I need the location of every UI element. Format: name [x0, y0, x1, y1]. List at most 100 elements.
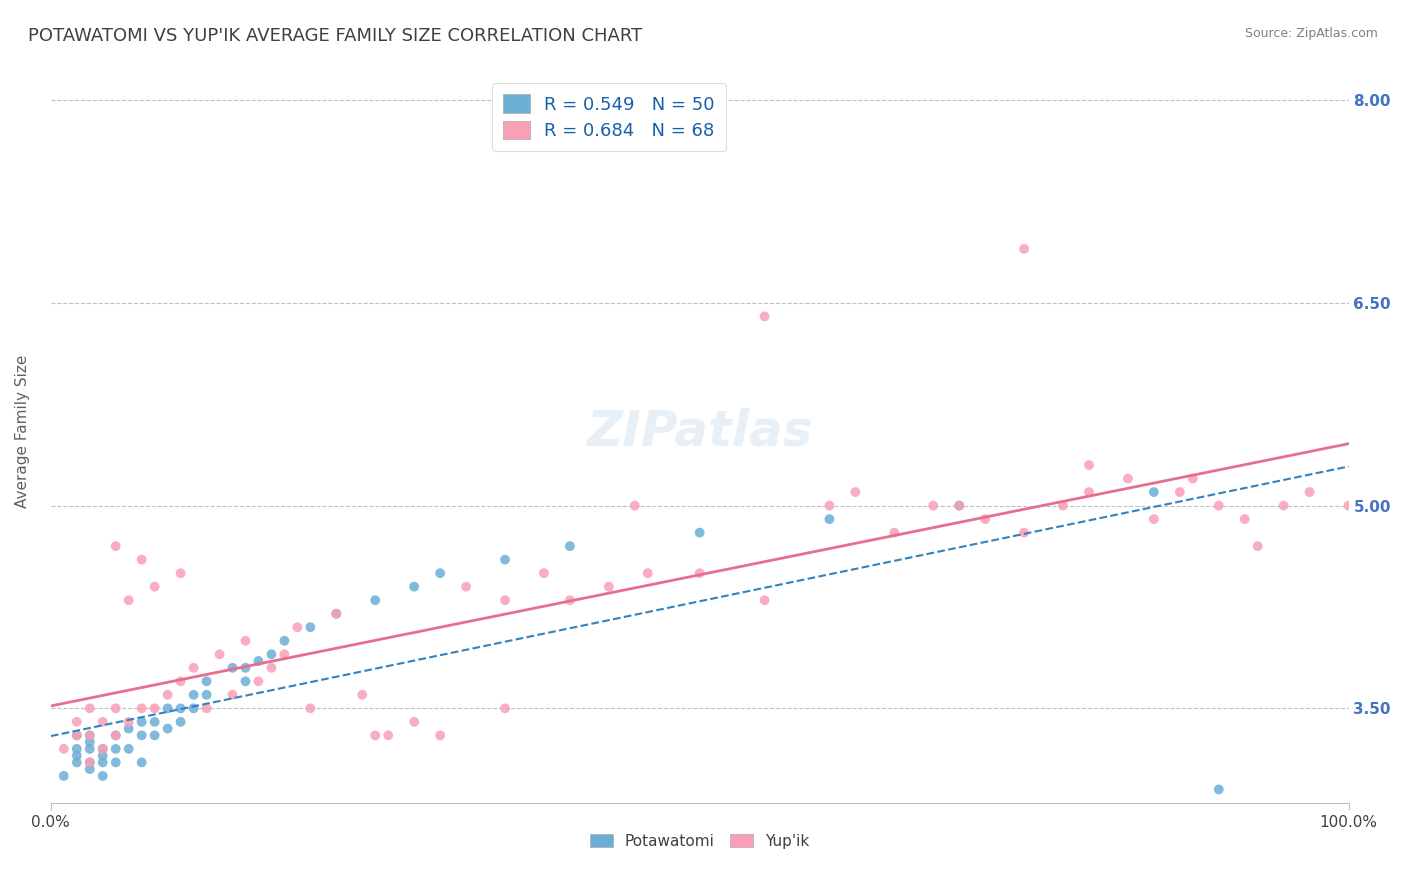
- Point: [195, 674, 218, 689]
- Point: [195, 701, 218, 715]
- Point: [558, 593, 581, 607]
- Point: [169, 566, 191, 581]
- Point: [91, 769, 114, 783]
- Point: [1337, 499, 1360, 513]
- Point: [79, 762, 101, 776]
- Point: [1298, 485, 1320, 500]
- Point: [91, 742, 114, 756]
- Text: Source: ZipAtlas.com: Source: ZipAtlas.com: [1244, 27, 1378, 40]
- Point: [79, 728, 101, 742]
- Point: [1247, 539, 1270, 553]
- Point: [66, 728, 89, 742]
- Point: [118, 722, 141, 736]
- Point: [1052, 499, 1074, 513]
- Point: [183, 688, 205, 702]
- Point: [91, 714, 114, 729]
- Point: [754, 593, 776, 607]
- Point: [325, 607, 347, 621]
- Point: [79, 756, 101, 770]
- Point: [79, 742, 101, 756]
- Point: [922, 499, 945, 513]
- Point: [52, 769, 75, 783]
- Point: [221, 688, 243, 702]
- Point: [689, 525, 711, 540]
- Point: [221, 661, 243, 675]
- Point: [1116, 472, 1139, 486]
- Point: [104, 539, 127, 553]
- Point: [1208, 782, 1230, 797]
- Point: [494, 701, 516, 715]
- Point: [287, 620, 309, 634]
- Point: [844, 485, 866, 500]
- Point: [235, 633, 257, 648]
- Point: [404, 714, 426, 729]
- Point: [143, 714, 166, 729]
- Point: [66, 742, 89, 756]
- Point: [260, 661, 283, 675]
- Point: [104, 756, 127, 770]
- Legend: Potawatomi, Yup'ik: Potawatomi, Yup'ik: [583, 828, 815, 855]
- Point: [143, 580, 166, 594]
- Point: [79, 701, 101, 715]
- Point: [118, 742, 141, 756]
- Point: [637, 566, 659, 581]
- Point: [1181, 472, 1204, 486]
- Text: ZIPatlas: ZIPatlas: [586, 408, 813, 455]
- Point: [66, 714, 89, 729]
- Point: [623, 499, 645, 513]
- Point: [208, 647, 231, 661]
- Point: [118, 593, 141, 607]
- Point: [1012, 525, 1035, 540]
- Point: [79, 728, 101, 742]
- Point: [818, 512, 841, 526]
- Point: [377, 728, 399, 742]
- Point: [1012, 242, 1035, 256]
- Point: [131, 714, 153, 729]
- Point: [247, 674, 270, 689]
- Point: [1143, 485, 1166, 500]
- Point: [131, 756, 153, 770]
- Point: [456, 580, 478, 594]
- Point: [104, 728, 127, 742]
- Point: [169, 714, 191, 729]
- Point: [494, 593, 516, 607]
- Point: [689, 566, 711, 581]
- Point: [91, 748, 114, 763]
- Point: [143, 728, 166, 742]
- Point: [364, 728, 387, 742]
- Point: [91, 756, 114, 770]
- Point: [273, 647, 295, 661]
- Point: [404, 580, 426, 594]
- Point: [79, 756, 101, 770]
- Point: [169, 701, 191, 715]
- Point: [974, 512, 997, 526]
- Point: [364, 593, 387, 607]
- Point: [183, 701, 205, 715]
- Point: [1078, 458, 1101, 472]
- Point: [533, 566, 555, 581]
- Point: [104, 728, 127, 742]
- Point: [494, 552, 516, 566]
- Point: [1272, 499, 1295, 513]
- Point: [195, 688, 218, 702]
- Point: [818, 499, 841, 513]
- Point: [1233, 512, 1256, 526]
- Point: [66, 728, 89, 742]
- Point: [183, 661, 205, 675]
- Point: [169, 674, 191, 689]
- Text: POTAWATOMI VS YUP'IK AVERAGE FAMILY SIZE CORRELATION CHART: POTAWATOMI VS YUP'IK AVERAGE FAMILY SIZE…: [28, 27, 643, 45]
- Point: [156, 722, 179, 736]
- Point: [143, 701, 166, 715]
- Y-axis label: Average Family Size: Average Family Size: [15, 355, 30, 508]
- Point: [429, 728, 451, 742]
- Point: [104, 742, 127, 756]
- Point: [429, 566, 451, 581]
- Point: [235, 661, 257, 675]
- Point: [1208, 499, 1230, 513]
- Point: [235, 674, 257, 689]
- Point: [325, 607, 347, 621]
- Point: [948, 499, 970, 513]
- Point: [299, 701, 322, 715]
- Point: [883, 525, 905, 540]
- Point: [273, 633, 295, 648]
